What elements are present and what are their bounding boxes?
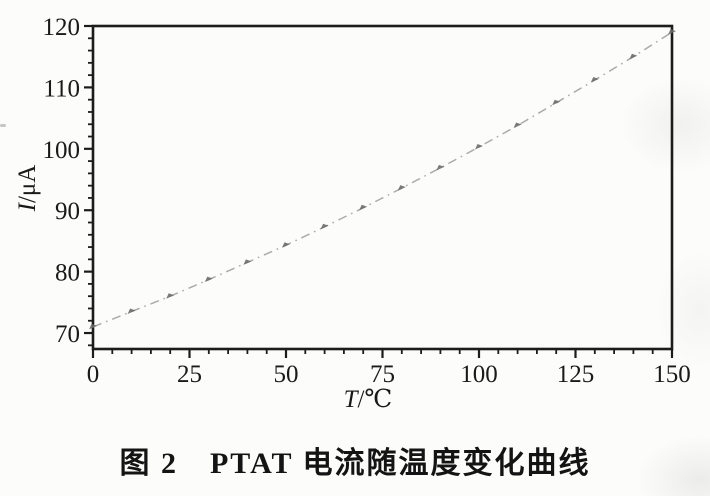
data-marker — [166, 293, 175, 299]
data-marker — [243, 259, 252, 265]
data-marker — [668, 29, 676, 35]
x-axis-unit: /℃ — [357, 386, 392, 413]
data-marker — [513, 122, 522, 128]
plot-frame — [91, 24, 674, 351]
data-marker — [629, 53, 638, 60]
scan-speck — [0, 124, 6, 127]
data-marker — [320, 223, 329, 230]
x-axis-label: T/℃ — [344, 386, 393, 413]
x-tick-label-50: 50 — [274, 361, 299, 388]
ptat-curve — [92, 31, 673, 328]
plot-svg: 0 25 50 75 100 125 150 70 80 90 100 110 120 I/μA T/℃ — [14, 14, 691, 413]
data-marker — [436, 164, 445, 171]
x-tick-label-125: 125 — [557, 361, 595, 388]
data-marker — [590, 77, 599, 83]
data-marker — [282, 242, 290, 248]
y-tick-label-70: 70 — [55, 321, 80, 348]
data-marker — [127, 308, 136, 315]
data-marker — [359, 204, 368, 211]
x-axis-quantity: T — [344, 386, 360, 413]
data-marker — [89, 323, 97, 330]
data-marker — [475, 143, 483, 150]
data-series — [89, 29, 676, 330]
data-marker — [552, 99, 561, 106]
y-tick-label-110: 110 — [43, 75, 80, 102]
y-tick-label-120: 120 — [43, 14, 81, 41]
y-axis-label: I/μA — [14, 165, 41, 213]
x-tick-label-25: 25 — [177, 361, 202, 388]
plot-axes: 0 25 50 75 100 125 150 70 80 90 100 110 120 — [43, 14, 691, 388]
y-tick-label-80: 80 — [55, 260, 80, 287]
y-axis-unit: /μA — [14, 165, 41, 203]
y-tick-label-90: 90 — [55, 198, 80, 225]
x-tick-label-0: 0 — [87, 361, 100, 388]
x-tick-label-150: 150 — [653, 361, 691, 388]
x-tick-label-75: 75 — [370, 361, 395, 388]
y-tick-label-100: 100 — [43, 137, 81, 164]
figure-caption: 图 2 PTAT 电流随温度变化曲线 — [119, 447, 591, 480]
data-marker — [204, 276, 213, 283]
x-tick-label-100: 100 — [460, 361, 498, 388]
data-marker — [397, 185, 406, 191]
y-axis-quantity: I — [14, 201, 41, 212]
